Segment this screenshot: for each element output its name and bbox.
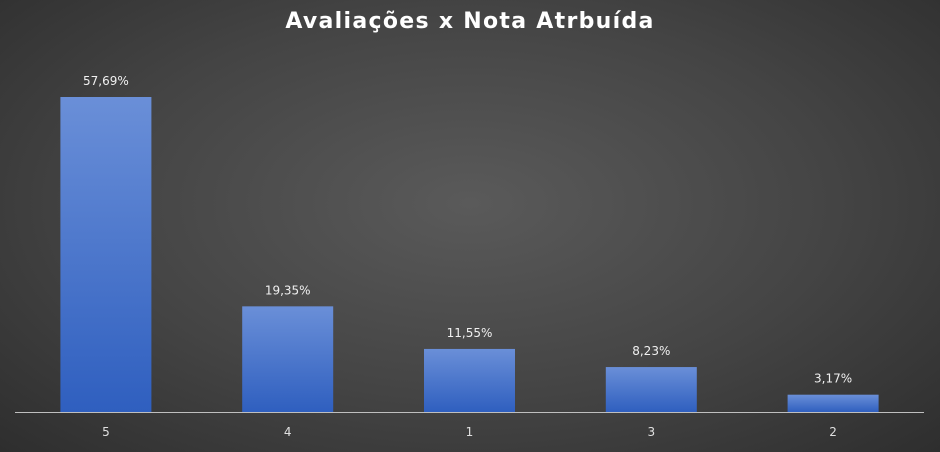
x-tick-label-3: 3 — [647, 425, 655, 439]
chart-title: Avaliações x Nota Atrbuída — [285, 9, 655, 34]
data-label-1: 11,55% — [447, 326, 493, 340]
bar-5 — [60, 97, 152, 412]
x-tick-label-5: 5 — [102, 425, 110, 439]
bar-4 — [242, 306, 334, 412]
bar-3 — [605, 367, 697, 412]
x-tick-label-4: 4 — [284, 425, 292, 439]
data-label-4: 19,35% — [265, 283, 311, 297]
data-label-5: 57,69% — [83, 74, 129, 88]
data-label-3: 8,23% — [632, 344, 670, 358]
data-label-2: 3,17% — [814, 372, 852, 386]
x-tick-label-2: 2 — [829, 425, 837, 439]
x-tick-label-1: 1 — [466, 425, 474, 439]
bar-1 — [424, 348, 515, 412]
bar-2 — [787, 394, 879, 412]
